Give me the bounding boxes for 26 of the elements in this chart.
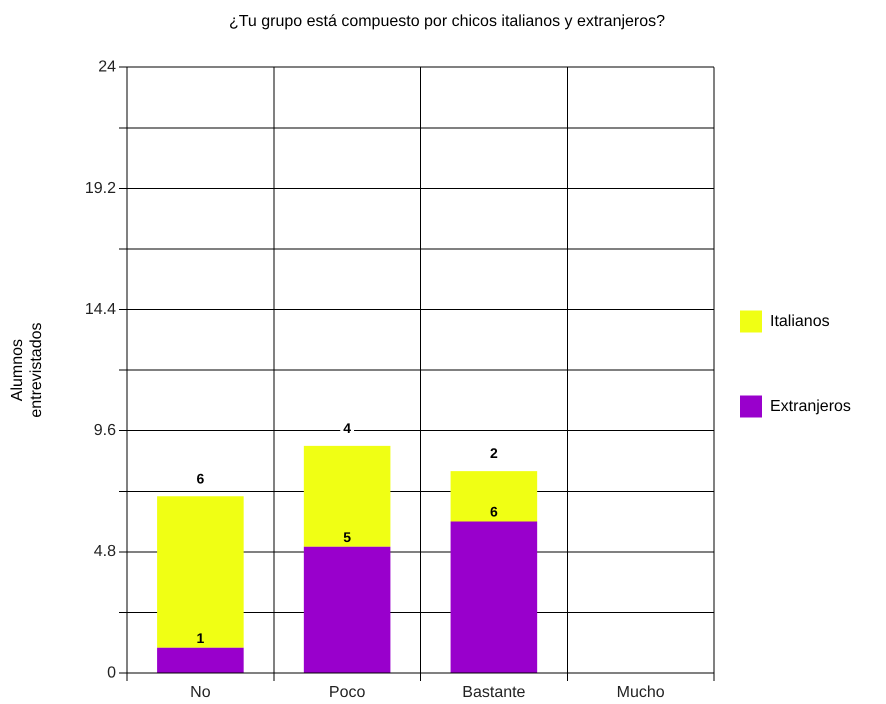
- y-tick-label: 4.8: [94, 543, 116, 560]
- data-label: 6: [490, 504, 498, 520]
- y-tick-label: 24: [98, 58, 116, 76]
- y-tick-label: 0: [107, 664, 116, 682]
- bar: [157, 496, 244, 648]
- y-tick-label: 19.2: [84, 180, 116, 197]
- bar: [304, 446, 390, 547]
- data-label: 6: [196, 470, 204, 486]
- bar: [450, 471, 538, 522]
- data-label: 1: [196, 630, 204, 646]
- legend-label: Extranjeros: [770, 398, 851, 415]
- y-axis-title: Alumnos entrevistados: [9, 322, 46, 418]
- bar: [157, 648, 244, 672]
- x-tick-label: Mucho: [616, 684, 665, 702]
- chart-title: ¿Tu grupo está compuesto por chicos italianos y extranjeros?: [228, 13, 666, 30]
- x-tick-label: Poco: [328, 684, 366, 702]
- bar: [304, 546, 390, 672]
- y-tick-label: 14.4: [84, 300, 116, 318]
- bar: [450, 522, 538, 672]
- data-label: 5: [343, 528, 352, 545]
- data-label: 2: [490, 445, 498, 462]
- x-tick-label: Bastante: [462, 684, 526, 702]
- legend-label: Italianos: [770, 312, 830, 330]
- y-tick-label: 9.6: [94, 422, 116, 440]
- x-tick-label: No: [190, 684, 211, 702]
- data-label: 4: [343, 420, 352, 436]
